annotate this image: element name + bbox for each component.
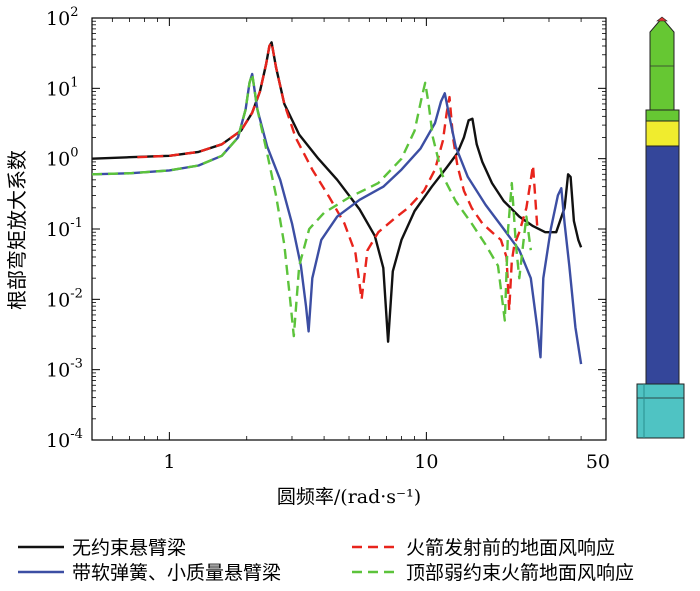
legend-label: 顶部弱约束火箭地面风响应 — [406, 562, 634, 584]
y-tick-label: 10-2 — [46, 286, 83, 311]
series-line-1 — [91, 41, 583, 343]
y-tick-label: 10-1 — [46, 216, 83, 241]
rocket-tip — [656, 16, 668, 22]
y-axis-title: 根部弯矩放大系数 — [5, 150, 29, 310]
x-tick-label: 10 — [414, 451, 438, 473]
series-line-3 — [91, 72, 583, 365]
x-axis-title: 圆频率/(rad·s⁻¹) — [277, 486, 421, 508]
y-tick-exponent: -3 — [70, 357, 83, 372]
y-axis-title-text: 根部弯矩放大系数 — [5, 150, 29, 310]
series-line-2 — [137, 41, 539, 312]
plot-frame — [91, 17, 607, 441]
rocket-base — [636, 383, 685, 439]
y-tick-label: 101 — [46, 75, 78, 100]
y-tick-base: 10 — [46, 219, 70, 241]
y-tick-base: 10 — [46, 289, 70, 311]
y-tick-label: 10-3 — [46, 357, 83, 382]
y-tick-exponent: -4 — [70, 427, 83, 442]
y-tick-exponent: -2 — [70, 286, 83, 301]
y-tick-exponent: -1 — [70, 216, 83, 231]
rocket-interstage — [645, 120, 680, 147]
y-tick-exponent: 1 — [70, 75, 78, 90]
y-tick-base: 10 — [46, 360, 70, 382]
y-tick-label: 10-4 — [46, 427, 83, 452]
tick-layer — [92, 17, 606, 441]
rocket-nose — [649, 17, 675, 111]
y-tick-base: 10 — [46, 430, 70, 452]
legend-label: 火箭发射前的地面风响应 — [406, 537, 615, 559]
y-tick-label: 100 — [46, 146, 78, 171]
y-tick-label: 102 — [46, 5, 78, 30]
y-tick-base: 10 — [46, 78, 70, 100]
legend-label: 无约束悬臂梁 — [72, 537, 186, 559]
y-tick-exponent: 2 — [70, 5, 78, 20]
x-tick-labels: 1 10 50 — [163, 451, 610, 473]
y-tick-exponent: 0 — [70, 146, 78, 161]
x-tick-label: 1 — [163, 451, 175, 473]
x-tick-label: 50 — [586, 451, 610, 473]
legend-label: 带软弹簧、小质量悬臂梁 — [72, 562, 281, 584]
plot-area — [91, 17, 607, 441]
rocket-illustration — [636, 16, 685, 439]
series-layer — [91, 41, 583, 365]
y-tick-base: 10 — [46, 8, 70, 30]
rocket-core-stage — [645, 145, 680, 385]
y-tick-base: 10 — [46, 149, 70, 171]
series-line-4 — [91, 72, 532, 338]
